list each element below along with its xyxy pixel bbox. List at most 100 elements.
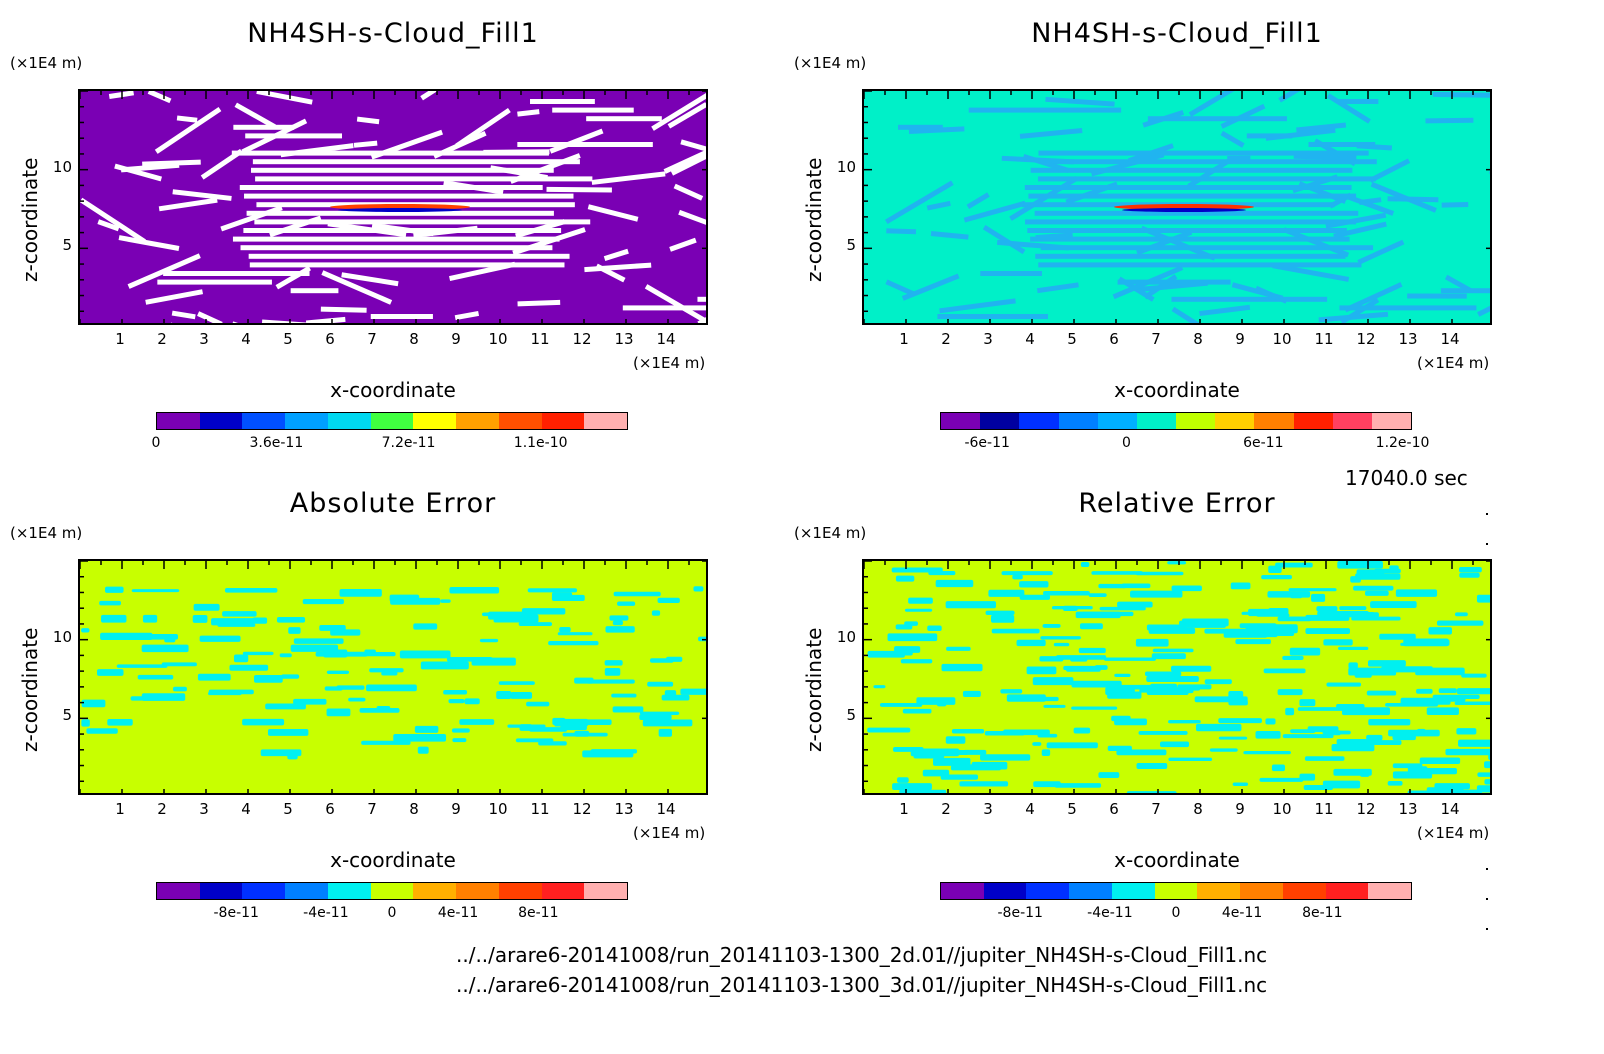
- field-patch: [1039, 656, 1064, 662]
- field-patch: [1445, 748, 1490, 756]
- field-patch: [1428, 627, 1452, 635]
- field-patch: [1117, 601, 1153, 608]
- field-streak: [591, 171, 666, 185]
- field-patch: [1041, 749, 1051, 756]
- x-tick-label: 5: [283, 800, 293, 818]
- colorbar-segment: [541, 413, 585, 429]
- field-patch: [446, 656, 493, 662]
- colorbar-segment: [584, 883, 628, 899]
- field-streak: [517, 299, 561, 307]
- x-tick-label: 6: [325, 330, 335, 348]
- field-streak: [158, 197, 218, 212]
- field-patch: [1299, 773, 1316, 781]
- colorbar-segment: [1069, 883, 1112, 899]
- field-patch: [1297, 707, 1350, 711]
- field-patch: [933, 757, 971, 766]
- x-tick-label: 7: [1151, 330, 1161, 348]
- field-streak: [1138, 280, 1209, 293]
- field-patch: [242, 718, 285, 726]
- field-streak: [1220, 103, 1266, 129]
- colorbar-label: 6e-11: [1243, 435, 1284, 451]
- chart-panel-4: Relative Error (×1E4 m) z-coordinate 1 2 3 4 5 6…: [784, 470, 1568, 940]
- colorbar-label: 7.2e-11: [381, 435, 436, 451]
- field-streak: [1255, 285, 1288, 304]
- field-patch: [612, 706, 644, 713]
- field-streak: [1265, 127, 1336, 141]
- field-band: [1171, 296, 1328, 302]
- field-patch: [319, 625, 346, 631]
- field-patch: [613, 591, 661, 597]
- field-streak: [1328, 192, 1352, 209]
- x-tick-label: 8: [409, 330, 419, 348]
- field-band: [1037, 176, 1376, 182]
- field-patch: [1111, 715, 1131, 722]
- field-patch: [604, 668, 621, 676]
- field-patch: [1135, 571, 1184, 576]
- x-tick-label: 13: [1398, 800, 1418, 818]
- field-patch: [1288, 588, 1337, 592]
- field-patch: [1228, 690, 1244, 699]
- field-band: [1025, 219, 1357, 225]
- field-patch: [1484, 761, 1490, 769]
- field-streak: [1019, 127, 1083, 139]
- field-patch: [945, 736, 966, 744]
- colorbar-segment: [1293, 413, 1333, 429]
- colorbar-label: 0: [1171, 905, 1181, 921]
- field-patch: [81, 628, 90, 633]
- colorbar-segment: [1019, 413, 1059, 429]
- field-patch: [1171, 665, 1212, 672]
- field-patch: [507, 724, 546, 728]
- field-patch: [1454, 612, 1468, 617]
- field-patch: [413, 623, 438, 630]
- field-patch: [496, 691, 512, 699]
- field-patch: [369, 668, 404, 673]
- field-patch: [1146, 676, 1199, 683]
- field-patch: [529, 727, 568, 732]
- x-tick-label: 6: [1109, 330, 1119, 348]
- field-band: [898, 124, 943, 130]
- field-streak: [1035, 232, 1073, 241]
- field-patch: [1003, 729, 1050, 736]
- field-streak: [1171, 306, 1200, 323]
- x-axis-label: x-coordinate: [330, 378, 456, 402]
- colorbar-segment: [1371, 413, 1412, 429]
- field-band: [1030, 236, 1350, 242]
- field-patch: [361, 740, 411, 745]
- field-streak: [197, 311, 223, 323]
- field-patch: [693, 586, 704, 592]
- field-streak: [1477, 305, 1490, 317]
- field-patch: [985, 610, 1015, 615]
- field-patch: [617, 601, 636, 606]
- field-streak: [1313, 138, 1357, 167]
- file-path-2d: ../../arare6-20141008/run_20141103-1300_…: [456, 943, 1268, 967]
- field-patch: [562, 732, 608, 737]
- field-streak: [663, 149, 706, 174]
- field-patch: [945, 601, 997, 609]
- x-tick-label: 12: [572, 800, 592, 818]
- x-tick-label: 10: [1272, 330, 1292, 348]
- field-streak: [587, 204, 639, 222]
- field-band: [1035, 253, 1346, 259]
- field-band: [517, 142, 653, 147]
- heatmap-field: [864, 91, 1490, 323]
- colorbar-segment: [285, 883, 328, 899]
- x-tick-label: 2: [157, 800, 167, 818]
- field-patch: [161, 662, 197, 667]
- field-streak: [305, 316, 346, 323]
- field-patch: [100, 632, 153, 640]
- field-streak: [1292, 174, 1339, 194]
- z-tick-label: 10: [836, 627, 856, 646]
- field-patch: [1456, 728, 1477, 735]
- field-patch: [557, 632, 593, 636]
- field-streak: [549, 128, 604, 154]
- field-patch: [1168, 757, 1213, 762]
- field-patch: [192, 615, 208, 623]
- field-patch: [896, 649, 913, 656]
- chart-panel-3: Absolute Error (×1E4 m) z-coordinate 1 2 3 4 5 6…: [0, 470, 784, 940]
- field-streak: [341, 272, 399, 287]
- field-patch: [1461, 673, 1487, 678]
- field-patch: [1080, 561, 1090, 567]
- field-patch: [451, 728, 470, 733]
- colorbar-segment: [285, 413, 328, 429]
- colorbar: [940, 882, 1412, 900]
